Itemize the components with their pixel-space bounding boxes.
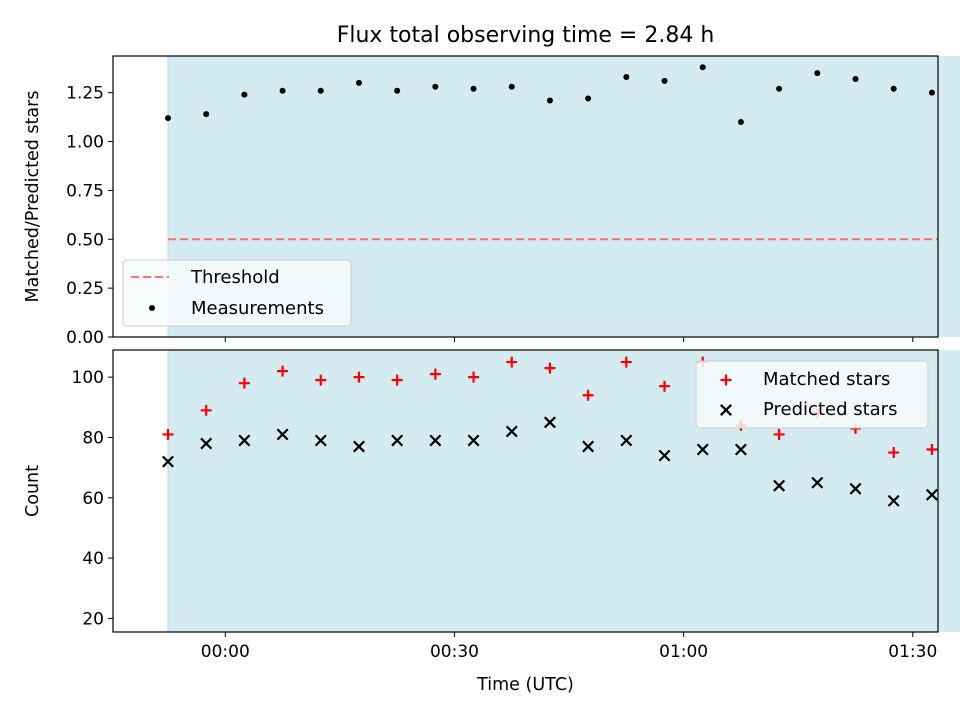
- y-axis-label: Matched/Predicted stars: [23, 91, 43, 303]
- chart-title: Flux total observing time = 2.84 h: [337, 23, 715, 48]
- y-tick-label: 1.00: [66, 133, 104, 153]
- y-tick-label: 0.75: [66, 181, 104, 201]
- predicted-star-point: [162, 455, 174, 468]
- y-tick-label: 0.25: [66, 279, 104, 299]
- legend-box: [122, 259, 352, 327]
- matched-star-point: [200, 404, 212, 416]
- legend-threshold-label: Threshold: [190, 267, 280, 288]
- measurement-point: [776, 85, 783, 92]
- predicted-star-point: [238, 434, 251, 447]
- predicted-star-point: [773, 479, 786, 492]
- predicted-star-point: [658, 449, 671, 462]
- measurement-point: [699, 64, 706, 71]
- measurement-point: [203, 111, 210, 118]
- matched-star-point: [582, 389, 594, 401]
- measurement-point: [852, 75, 859, 82]
- legend-box: [695, 360, 929, 429]
- y-tick-label: 0.50: [66, 230, 104, 250]
- matched-star-point: [277, 365, 289, 377]
- predicted-star-point: [734, 443, 747, 456]
- measurement-point: [508, 83, 515, 90]
- predicted-star-point: [352, 440, 365, 453]
- measurement-point: [661, 77, 668, 84]
- measurement-point: [546, 97, 553, 104]
- predicted-star-point: [887, 494, 900, 507]
- legend-measurements-label: Measurements: [191, 298, 324, 319]
- y-tick-label: 40: [82, 549, 104, 569]
- matched-star-point: [926, 444, 938, 456]
- y-tick-label: 80: [82, 428, 104, 448]
- matched-star-point: [468, 371, 480, 383]
- measurement-point: [928, 89, 935, 96]
- predicted-star-point: [314, 434, 327, 447]
- predicted-star-point: [925, 488, 938, 501]
- y-tick-label: 1.25: [66, 84, 104, 104]
- legend-matched-swatch: [720, 374, 732, 386]
- axes-frame: [112, 349, 939, 633]
- measurement-point: [585, 95, 592, 102]
- measurement-point: [890, 85, 897, 92]
- measurement-point: [165, 115, 171, 122]
- predicted-star-point: [200, 437, 213, 450]
- y-tick-label: 0.00: [66, 328, 104, 348]
- legend-predicted-label: Predicted stars: [763, 399, 897, 420]
- x-tick-label: 00:30: [430, 642, 479, 662]
- matched-star-point: [659, 380, 671, 392]
- matched-star-point: [162, 428, 174, 440]
- legend-predicted-swatch: [720, 404, 732, 416]
- matched-star-point: [315, 374, 327, 386]
- predicted-star-point: [543, 416, 556, 429]
- measurement-point: [623, 74, 630, 81]
- predicted-star-point: [391, 434, 404, 447]
- legend: Matched stars Predicted stars: [695, 360, 929, 429]
- top-panel: 0.00 0.25 0.50 0.75 1.00 1.25 Matched/Predicte…: [23, 23, 960, 348]
- predicted-star-point: [620, 434, 633, 447]
- legend-matched-label: Matched stars: [763, 369, 890, 390]
- x-axis-label: Time (UTC): [476, 675, 574, 695]
- matched-star-point: [620, 356, 632, 368]
- predicted-star-point: [849, 482, 862, 495]
- x-tick-label: 01:30: [888, 642, 937, 662]
- measurement-point: [737, 118, 744, 125]
- legend: Threshold Measurements: [122, 259, 352, 327]
- measurement-point: [279, 87, 286, 94]
- y-axis-label: Count: [23, 465, 43, 517]
- x-tick-label: 00:00: [201, 642, 250, 662]
- measurement-point: [317, 87, 324, 94]
- y-tick-label: 60: [82, 489, 104, 509]
- measurement-point: [814, 70, 821, 77]
- measurement-point: [432, 83, 439, 90]
- predicted-star-point: [467, 434, 480, 447]
- measurement-point: [470, 85, 477, 92]
- matched-star-point: [429, 368, 441, 380]
- bottom-panel: 2040608010000:0000:3001:0001:3002:0002:3…: [23, 349, 960, 695]
- predicted-star-point: [276, 428, 289, 441]
- axes-frame: [112, 55, 939, 338]
- matched-star-point: [506, 356, 518, 368]
- matched-star-point: [773, 428, 785, 440]
- predicted-star-point: [811, 476, 824, 489]
- matched-star-point: [238, 377, 250, 389]
- predicted-star-point: [429, 434, 442, 447]
- predicted-star-point: [582, 440, 595, 453]
- matched-star-point: [391, 374, 403, 386]
- y-tick-label: 20: [82, 609, 104, 629]
- measurement-point: [241, 91, 248, 98]
- matched-star-point: [353, 371, 365, 383]
- measurement-point: [394, 87, 401, 94]
- y-tick-label: 100: [72, 368, 104, 388]
- predicted-star-point: [696, 443, 709, 456]
- predicted-star-point: [505, 425, 518, 438]
- measurement-point: [355, 79, 362, 86]
- legend-measurements-swatch: [149, 305, 155, 311]
- matched-star-point: [888, 447, 900, 459]
- x-tick-label: 01:00: [659, 642, 708, 662]
- matched-star-point: [544, 362, 556, 374]
